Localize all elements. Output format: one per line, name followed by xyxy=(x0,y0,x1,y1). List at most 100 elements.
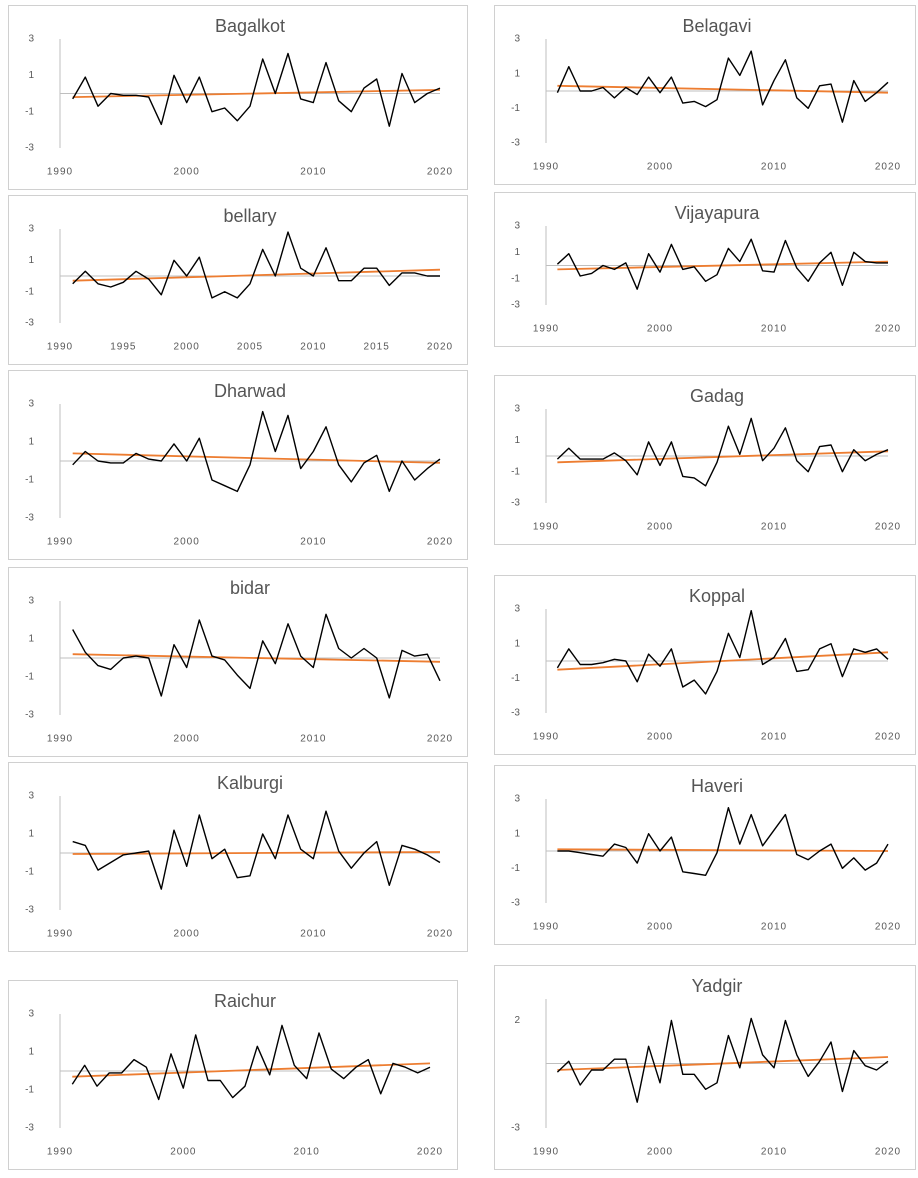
y-tick-label: 3 xyxy=(28,224,34,235)
x-tick-label: 1990 xyxy=(533,1147,559,1158)
x-tick-label: 2000 xyxy=(174,929,200,940)
x-tick-label: 2020 xyxy=(875,732,901,743)
y-tick-label: -1 xyxy=(511,273,520,284)
x-tick-label: 2010 xyxy=(761,1147,787,1158)
chart-panel: Yadgir -3 2 1990 2000 2010 2020 xyxy=(494,965,916,1170)
x-tick-label: 2020 xyxy=(427,929,453,940)
y-tick-label: -3 xyxy=(511,898,520,909)
chart-title: bellary xyxy=(223,206,276,226)
chart-title: Haveri xyxy=(691,776,743,796)
panel-border xyxy=(8,370,468,560)
chart-title: Koppal xyxy=(689,586,745,606)
chart-panel: Gadag -3 -1 1 3 1990 2000 2010 2020 xyxy=(494,375,916,545)
y-tick-label: -1 xyxy=(511,863,520,874)
x-tick-label: 1990 xyxy=(533,324,559,335)
y-tick-label: -1 xyxy=(511,103,520,114)
data-line xyxy=(556,610,889,695)
y-tick-label: 2 xyxy=(514,1015,520,1026)
x-tick-label: 1990 xyxy=(533,732,559,743)
panel-border xyxy=(8,567,468,757)
y-tick-label: -3 xyxy=(25,710,34,721)
chart-panel: bidar -3 -1 1 3 1990 2000 2010 2020 xyxy=(8,567,468,757)
panel-border xyxy=(494,575,916,755)
y-tick-label: 3 xyxy=(28,399,34,410)
y-tick-label: -3 xyxy=(25,1123,34,1134)
x-tick-label: 2000 xyxy=(170,1147,196,1158)
y-tick-label: 1 xyxy=(514,435,520,446)
y-tick-label: -1 xyxy=(25,672,34,683)
x-tick-label: 2020 xyxy=(875,162,901,173)
x-tick-label: 2020 xyxy=(427,342,453,353)
x-tick-label: 2010 xyxy=(294,1147,320,1158)
y-tick-label: 3 xyxy=(28,34,34,45)
x-tick-label: 2010 xyxy=(300,342,326,353)
data-line xyxy=(72,231,440,299)
y-tick-label: 3 xyxy=(514,794,520,805)
data-line xyxy=(72,810,441,890)
x-tick-label: 2000 xyxy=(174,342,200,353)
x-tick-label: 1990 xyxy=(533,522,559,533)
x-tick-label: 2005 xyxy=(237,342,263,353)
trend-line xyxy=(557,1056,889,1071)
x-tick-label: 2010 xyxy=(761,162,787,173)
panel-border xyxy=(494,5,916,185)
chart-panel: Raichur -3 -1 1 3 1990 2000 2010 2020 xyxy=(8,980,458,1170)
panel-border xyxy=(494,375,916,545)
x-tick-label: 2015 xyxy=(364,342,390,353)
data-line xyxy=(71,1024,431,1101)
y-tick-label: -3 xyxy=(25,905,34,916)
trend-line xyxy=(557,651,889,671)
x-tick-label: 2010 xyxy=(761,922,787,933)
chart-title: Bagalkot xyxy=(215,16,285,36)
chart-title: Belagavi xyxy=(682,16,751,36)
chart-title: Vijayapura xyxy=(675,203,761,223)
chart-panel: Vijayapura -3 -1 1 3 1990 2000 2010 2020 xyxy=(494,192,916,347)
x-tick-label: 2020 xyxy=(875,522,901,533)
y-tick-label: -1 xyxy=(511,673,520,684)
x-tick-label: 2020 xyxy=(875,922,901,933)
y-tick-label: 1 xyxy=(514,247,520,258)
chart-panel: Bagalkot -3 -1 1 3 1990 2000 2010 2020 xyxy=(8,5,468,190)
data-line xyxy=(556,1017,889,1103)
x-tick-label: 1990 xyxy=(533,922,559,933)
y-tick-label: 1 xyxy=(28,70,34,81)
x-tick-label: 2000 xyxy=(647,522,673,533)
chart-title: Kalburgi xyxy=(217,773,283,793)
x-tick-label: 2010 xyxy=(300,167,326,178)
y-tick-label: -1 xyxy=(25,286,34,297)
panel-border xyxy=(494,765,916,945)
x-tick-label: 2000 xyxy=(174,734,200,745)
data-line xyxy=(556,238,888,290)
panel-border xyxy=(8,5,468,190)
y-tick-label: -3 xyxy=(25,513,34,524)
data-line xyxy=(72,410,441,493)
y-tick-label: -1 xyxy=(25,867,34,878)
chart-title: Raichur xyxy=(214,991,276,1011)
y-tick-label: 3 xyxy=(28,1009,34,1020)
x-tick-label: 2000 xyxy=(174,537,200,548)
x-tick-label: 1990 xyxy=(533,162,559,173)
data-line xyxy=(72,52,441,127)
y-tick-label: 1 xyxy=(28,634,34,645)
chart-title: Yadgir xyxy=(692,976,743,996)
y-tick-label: -1 xyxy=(511,466,520,477)
y-tick-label: 1 xyxy=(514,638,520,649)
x-tick-label: 2010 xyxy=(761,522,787,533)
y-tick-label: -1 xyxy=(25,475,34,486)
y-tick-label: 3 xyxy=(28,791,34,802)
x-tick-label: 1990 xyxy=(47,342,73,353)
data-line xyxy=(556,417,889,487)
y-tick-label: -3 xyxy=(511,708,520,719)
x-tick-label: 2000 xyxy=(174,167,200,178)
panel-border xyxy=(8,980,458,1170)
x-tick-label: 1990 xyxy=(47,537,73,548)
chart-panel: Kalburgi -3 -1 1 3 1990 2000 2010 2020 xyxy=(8,762,468,952)
y-tick-label: 3 xyxy=(514,604,520,615)
trend-line xyxy=(557,848,889,852)
x-tick-label: 2010 xyxy=(300,929,326,940)
x-tick-label: 2010 xyxy=(300,537,326,548)
y-tick-label: 3 xyxy=(514,34,520,45)
y-tick-label: -3 xyxy=(25,143,34,154)
x-tick-label: 2010 xyxy=(761,324,787,335)
x-tick-label: 2000 xyxy=(647,732,673,743)
